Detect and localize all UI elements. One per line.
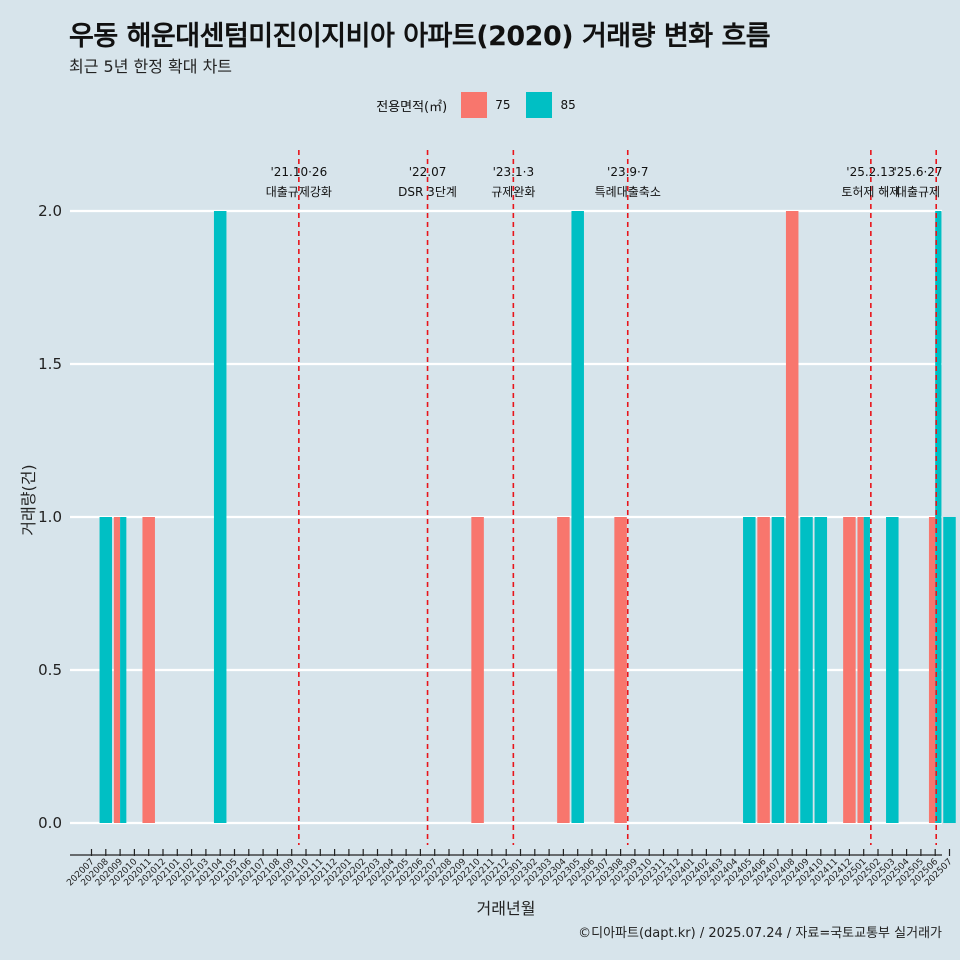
bar-75-202412 [843,517,856,823]
bar-75-202308 [614,517,627,823]
y-tick-label: 2.0 [38,202,62,220]
legend-title: 전용면적(㎡) [376,99,448,115]
legend-key-75 [461,92,488,118]
y-axis-title: 거래량(건) [19,464,38,535]
event-name-label: 특례대출축소 [595,185,661,199]
event-date-label: '25.2.13 [846,165,895,179]
bar-85-202008 [99,517,113,823]
legend-key-85 [526,92,553,118]
legend-label-85: 85 [560,98,576,112]
event-date-label: '23.9·7 [607,165,648,179]
event-date-label: '25.6·27 [893,165,942,179]
event-date-label: '22.07 [409,165,447,179]
bar-85-202407 [771,517,785,823]
bar-85-202104 [213,211,227,823]
bar-85-202501 [863,517,870,823]
y-tick-label: 1.0 [38,508,62,526]
bar-85-202503 [886,517,899,823]
bar-85-202305 [571,211,584,823]
bar-75-202009 [113,517,121,823]
chart-caption: ©디아파트(dapt.kr) / 2025.07.24 / 자료=국토교통부 실… [578,926,942,941]
bar-85-202507 [943,517,956,823]
event-name-label: 대출규제강화 [266,185,332,199]
event-name-label: 규제완화 [491,185,535,199]
bar-85-202410 [814,517,828,823]
bar-85-202009 [120,517,127,823]
bar-75-202304 [557,517,570,823]
y-tick-label: 0.0 [38,814,62,832]
bar-75-202406 [757,517,770,823]
bar-85-202506 [935,211,942,823]
event-name-label: 대출규제 [896,185,940,199]
bar-85-202409 [800,517,813,823]
event-name-label: DSR 3단계 [398,185,457,199]
bar-85-202405 [743,517,756,823]
legend-label-75: 75 [495,98,511,112]
legend: 전용면적(㎡) 75 85 [0,92,960,118]
event-date-label: '23.1·3 [493,165,534,179]
event-name-label: 토허제 해제 [841,185,900,199]
bar-75-202210 [471,517,484,823]
bar-75-202011 [142,517,155,823]
chart-subtitle: 최근 5년 한정 확대 차트 [69,57,233,76]
bar-75-202501 [857,517,864,823]
event-date-label: '21.10·26 [270,165,327,179]
x-axis-title: 거래년월 [477,899,536,918]
bar-75-202408 [785,211,799,823]
y-tick-label: 1.5 [38,355,62,373]
bar-75-202506 [928,517,936,823]
chart-title: 우동 해운대센텀미진이지비아 아파트(2020) 거래량 변화 흐름 [69,21,771,52]
y-tick-label: 0.5 [38,661,62,679]
